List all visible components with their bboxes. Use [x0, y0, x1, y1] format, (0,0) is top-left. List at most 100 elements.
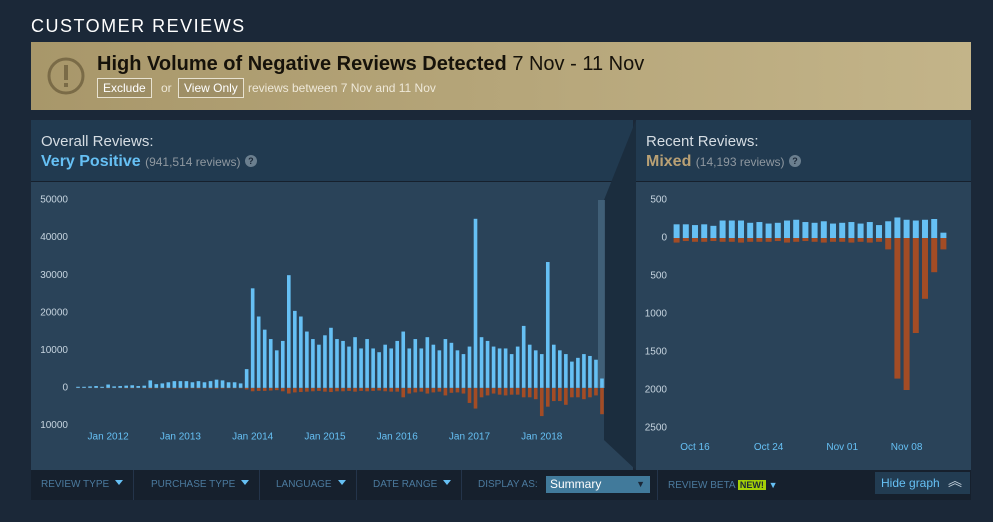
- bar: [509, 354, 514, 388]
- bar: [866, 238, 873, 243]
- bar: [473, 387, 478, 409]
- bar: [118, 386, 122, 388]
- bar: [830, 238, 836, 242]
- bar: [600, 387, 604, 415]
- bar: [88, 386, 92, 388]
- bar: [503, 348, 508, 388]
- bar: [588, 387, 592, 398]
- bar: [437, 350, 442, 388]
- bar: [894, 217, 901, 238]
- bar: [515, 387, 520, 395]
- bar: [431, 344, 436, 388]
- bar: [178, 387, 183, 389]
- date-range-dropdown[interactable]: DATE RANGE: [363, 470, 463, 500]
- language-dropdown[interactable]: LANGUAGE: [266, 470, 357, 500]
- bar: [747, 238, 754, 242]
- bar: [594, 387, 598, 396]
- bar: [407, 348, 412, 388]
- bar: [389, 348, 393, 388]
- bar: [190, 382, 195, 388]
- bar: [467, 346, 472, 388]
- bar: [413, 387, 418, 393]
- bar: [682, 224, 689, 238]
- help-icon[interactable]: ?: [788, 155, 801, 167]
- bar: [299, 387, 303, 393]
- bar: [377, 352, 381, 388]
- y-tick-label: 2500: [645, 423, 668, 434]
- bar: [558, 350, 562, 388]
- bar: [413, 339, 418, 388]
- y-tick-label: 2000: [645, 385, 668, 396]
- bar: [449, 387, 454, 393]
- bar: [885, 221, 892, 238]
- bar: [738, 238, 744, 243]
- bar: [323, 387, 327, 392]
- bar: [220, 387, 225, 389]
- bar: [425, 387, 430, 394]
- bar: [214, 379, 219, 388]
- bar: [431, 387, 436, 393]
- bar: [491, 346, 496, 388]
- banner-title-row: High Volume of Negative Reviews Detected…: [97, 53, 644, 76]
- bar: [784, 220, 790, 238]
- bar: [262, 329, 267, 388]
- bar: [473, 218, 478, 388]
- y-tick-label: 50000: [40, 195, 68, 206]
- bar: [395, 387, 400, 392]
- bar: [682, 238, 689, 242]
- review-beta-label: REVIEW BETA: [668, 480, 736, 491]
- bar: [76, 386, 80, 388]
- bar: [268, 339, 273, 388]
- bar: [765, 238, 772, 242]
- hide-graph-button[interactable]: Hide graph ︽: [875, 472, 970, 494]
- bar: [82, 386, 86, 388]
- bar: [552, 344, 556, 388]
- banner-dates: 7 Nov - 11 Nov: [512, 53, 645, 75]
- bar: [293, 310, 297, 388]
- bar: [545, 262, 550, 388]
- bar: [839, 238, 846, 242]
- bar: [208, 387, 213, 389]
- y-tick-label: 40000: [40, 232, 68, 243]
- x-tick-label: Jan 2012: [88, 432, 130, 443]
- bar: [196, 381, 201, 388]
- bar: [503, 387, 508, 396]
- x-tick-label: Nov 01: [826, 442, 858, 453]
- bar: [280, 340, 285, 388]
- bar: [166, 382, 171, 388]
- bar: [802, 238, 809, 242]
- bar: [383, 387, 387, 392]
- view-only-button[interactable]: View Only: [178, 78, 244, 98]
- review-beta[interactable]: REVIEW BETA NEW! ▼: [657, 470, 788, 500]
- bar: [154, 384, 159, 388]
- bar: [371, 348, 375, 388]
- bar: [317, 344, 321, 388]
- exclude-button[interactable]: Exclude: [97, 78, 152, 98]
- range-handle[interactable]: [598, 200, 605, 388]
- bar: [106, 384, 110, 388]
- bar: [485, 340, 490, 388]
- bar: [811, 238, 818, 242]
- bar: [576, 357, 580, 388]
- bar: [673, 224, 680, 238]
- review-type-dropdown[interactable]: REVIEW TYPE: [31, 470, 135, 500]
- bar: [329, 387, 333, 393]
- y-tick-label: 500: [650, 195, 667, 206]
- bar: [793, 219, 800, 238]
- bar: [136, 386, 141, 388]
- bar: [922, 219, 928, 238]
- bar: [830, 223, 836, 238]
- bar: [533, 350, 538, 388]
- bar: [876, 238, 882, 242]
- purchase-type-dropdown[interactable]: PURCHASE TYPE: [141, 470, 261, 500]
- bar: [455, 350, 460, 388]
- bar: [940, 232, 947, 238]
- bar: [738, 220, 744, 238]
- bar: [940, 238, 947, 250]
- or-text: or: [161, 81, 172, 95]
- help-icon[interactable]: ?: [244, 155, 257, 167]
- bar: [317, 387, 321, 391]
- bar: [485, 387, 490, 396]
- bar: [931, 219, 938, 238]
- display-select[interactable]: Summary ▼: [546, 476, 650, 493]
